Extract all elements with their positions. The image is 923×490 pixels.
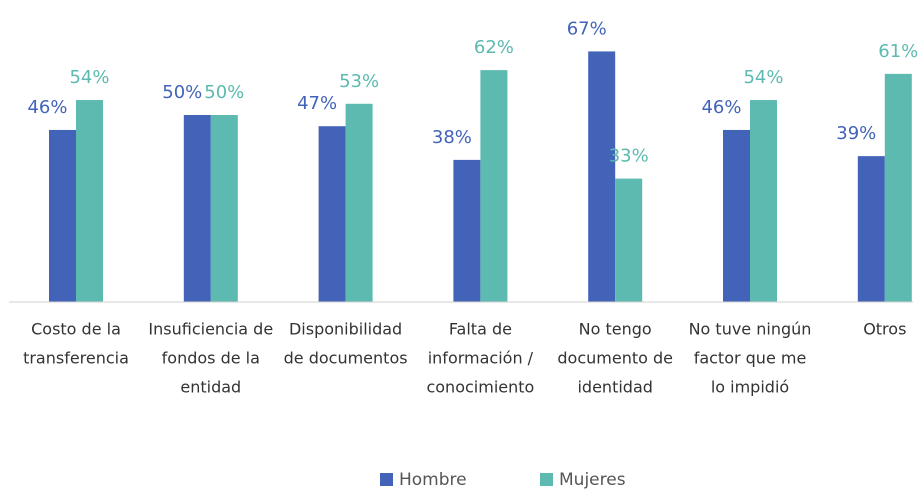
x-tick-label: información / <box>428 349 534 368</box>
bar <box>76 100 103 302</box>
value-label: 39% <box>836 123 876 144</box>
legend-label: Hombre <box>399 470 467 490</box>
x-tick-label: Falta de <box>449 320 512 339</box>
x-tick-label: factor que me <box>694 349 807 368</box>
value-label: 53% <box>339 71 379 92</box>
value-label: 50% <box>162 82 202 103</box>
x-tick-label: identidad <box>577 378 652 397</box>
bar <box>480 70 508 303</box>
value-label: 62% <box>474 37 514 58</box>
x-tick-label: Disponibilidad <box>289 320 402 339</box>
legend-label: Mujeres <box>559 470 626 490</box>
value-label: 61% <box>878 41 918 62</box>
x-tick-label: Costo de la <box>31 320 121 339</box>
value-label: 67% <box>567 18 607 39</box>
x-tick-label: entidad <box>180 378 241 397</box>
bar <box>857 156 885 302</box>
x-tick-label: Otros <box>863 320 906 339</box>
bar <box>49 129 76 302</box>
x-tick-label: Insuficiencia de <box>148 320 273 339</box>
bar <box>453 159 481 302</box>
bar <box>615 178 643 302</box>
value-label: 33% <box>609 146 649 167</box>
bar <box>588 51 616 302</box>
bar <box>183 115 211 302</box>
value-label: 46% <box>27 97 67 118</box>
x-tick-label: conocimiento <box>426 378 534 397</box>
value-label: 47% <box>297 93 337 114</box>
legend-swatch <box>380 473 393 486</box>
x-tick-label: de documentos <box>284 349 408 368</box>
bar <box>345 103 373 302</box>
x-tick-label: documento de <box>557 349 673 368</box>
legend-swatch <box>540 473 553 486</box>
bar <box>750 100 777 302</box>
value-label: 54% <box>69 67 109 88</box>
x-tick-label: transferencia <box>23 349 129 368</box>
x-tick-label: fondos de la <box>162 349 260 368</box>
bar <box>210 115 238 302</box>
value-label: 54% <box>743 67 783 88</box>
bar <box>884 73 912 302</box>
value-label: 38% <box>432 127 472 148</box>
x-tick-label: No tengo <box>579 320 652 339</box>
bar <box>723 129 750 302</box>
x-tick-label: lo impidió <box>711 378 789 397</box>
x-tick-label: No tuve ningún <box>689 320 812 339</box>
value-label: 46% <box>701 97 741 118</box>
value-label: 50% <box>204 82 244 103</box>
bar <box>318 126 346 302</box>
